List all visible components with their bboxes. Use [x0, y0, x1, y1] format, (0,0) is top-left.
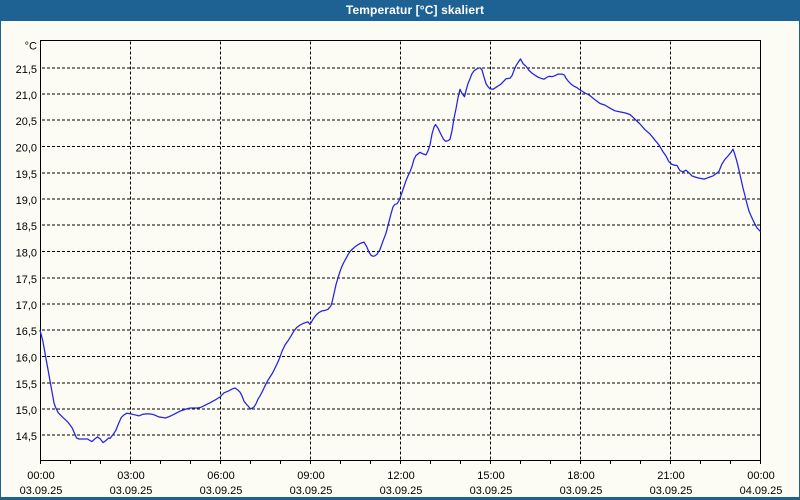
svg-text:20,0: 20,0 [16, 143, 37, 155]
svg-text:03:00: 03:00 [117, 470, 145, 482]
svg-text:12:00: 12:00 [387, 470, 415, 482]
svg-text:15,5: 15,5 [16, 379, 37, 391]
svg-text:°C: °C [25, 41, 37, 53]
svg-text:19,0: 19,0 [16, 195, 37, 207]
svg-text:16,0: 16,0 [16, 353, 37, 365]
svg-text:15,0: 15,0 [16, 405, 37, 417]
svg-text:19,5: 19,5 [16, 169, 37, 181]
svg-text:18,0: 18,0 [16, 248, 37, 260]
svg-text:20,5: 20,5 [16, 116, 37, 128]
svg-text:16,5: 16,5 [16, 326, 37, 338]
svg-text:03.09.25: 03.09.25 [380, 485, 423, 497]
svg-text:18:00: 18:00 [567, 470, 595, 482]
svg-text:21,0: 21,0 [16, 90, 37, 102]
svg-text:21,5: 21,5 [16, 64, 37, 76]
svg-text:14,5: 14,5 [16, 431, 37, 443]
svg-text:17,0: 17,0 [16, 300, 37, 312]
svg-text:03.09.25: 03.09.25 [20, 485, 63, 497]
svg-text:15:00: 15:00 [477, 470, 505, 482]
svg-text:00:00: 00:00 [27, 470, 55, 482]
svg-text:03.09.25: 03.09.25 [110, 485, 153, 497]
svg-text:03.09.25: 03.09.25 [200, 485, 243, 497]
svg-text:04.09.25: 04.09.25 [740, 485, 783, 497]
svg-text:03.09.25: 03.09.25 [560, 485, 603, 497]
svg-text:21:00: 21:00 [657, 470, 685, 482]
svg-text:18,5: 18,5 [16, 221, 37, 233]
svg-text:17,5: 17,5 [16, 274, 37, 286]
svg-text:09:00: 09:00 [297, 470, 325, 482]
svg-text:03.09.25: 03.09.25 [470, 485, 513, 497]
svg-text:06:00: 06:00 [207, 470, 235, 482]
svg-text:00:00: 00:00 [747, 470, 775, 482]
svg-text:03.09.25: 03.09.25 [290, 485, 333, 497]
svg-text:03.09.25: 03.09.25 [650, 485, 693, 497]
